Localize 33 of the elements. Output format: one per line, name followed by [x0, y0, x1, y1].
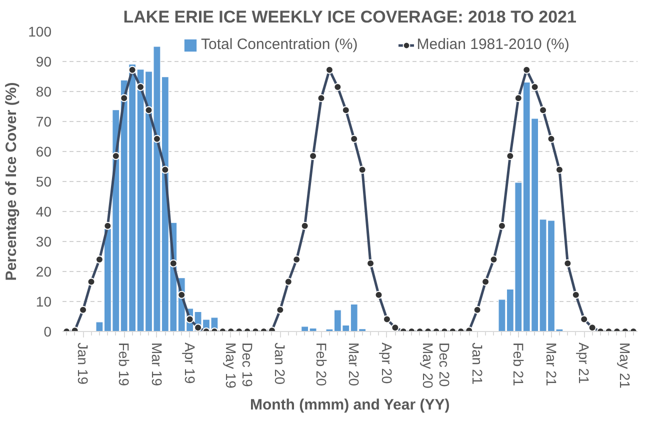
x-tick-label: Apr 19 [182, 342, 198, 384]
y-tick-label: 30 [36, 234, 52, 250]
x-tick-label: Feb 19 [116, 342, 132, 386]
x-tick-label: Mar 21 [543, 342, 560, 386]
y-tick-label: 20 [36, 264, 52, 280]
x-tick-label: Jan 21 [469, 342, 486, 385]
x-tick-label: Apr 21 [576, 342, 592, 384]
y-tick-label: 90 [36, 54, 52, 70]
x-tick-label: May 19 [222, 342, 239, 389]
x-tick-label: May 20 [420, 342, 436, 389]
y-tick-label: 70 [36, 114, 52, 130]
x-tick-label: Apr 20 [378, 342, 395, 384]
y-tick-label: 60 [36, 144, 52, 160]
legend-label: Total Concentration (%) [201, 36, 358, 53]
y-axis-title: Percentage of Ice Cover (%) [3, 82, 20, 281]
y-tick-label: 10 [36, 294, 52, 310]
x-tick-label: Jan 19 [75, 342, 92, 385]
chart-title: LAKE ERIE ICE WEEKLY ICE COVERAGE: 2018 TO 2021 [123, 8, 576, 26]
x-tick-label: Mar 20 [346, 342, 362, 386]
x-tick-label: Feb 20 [313, 342, 330, 386]
y-tick-label: 100 [28, 24, 52, 40]
x-tick-label: Jan 20 [272, 342, 288, 385]
x-tick-label: Mar 19 [148, 342, 165, 386]
x-tick-label: Dec 20 [436, 342, 452, 388]
x-tick-label: Dec 19 [239, 342, 256, 388]
y-tick-label: 40 [36, 204, 52, 220]
y-tick-label: 50 [36, 174, 52, 190]
x-tick-label: May 21 [617, 342, 634, 389]
x-tick-label: Feb 21 [510, 342, 526, 386]
x-axis-title: Month (mmm) and Year (YY) [250, 396, 450, 414]
y-tick-label: 0 [44, 324, 52, 340]
legend-label: Median 1981-2010 (%) [416, 36, 570, 53]
y-tick-label: 80 [36, 84, 52, 100]
